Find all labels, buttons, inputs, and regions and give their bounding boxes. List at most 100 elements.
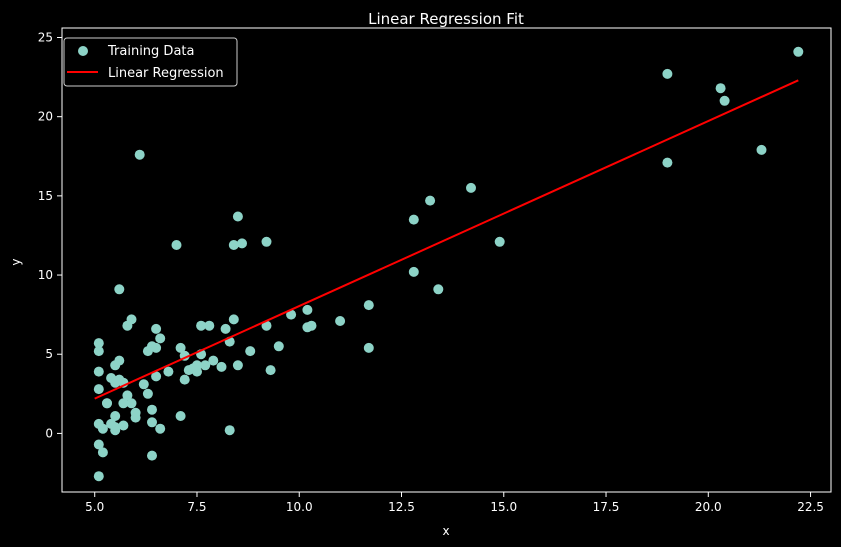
y-tick-label: 15	[38, 189, 53, 203]
x-tick-label: 22.5	[797, 500, 824, 514]
scatter-point	[118, 420, 129, 431]
x-axis-ticks: 5.0 7.5 10.0 12.5 15.0 17.5 20.0 22.5	[85, 492, 824, 514]
scatter-point	[179, 374, 190, 385]
scatter-point	[793, 46, 804, 57]
scatter-point	[265, 365, 276, 376]
scatter-point	[175, 411, 186, 421]
scatter-point	[425, 195, 436, 206]
x-tick-label: 17.5	[593, 500, 620, 514]
scatter-point	[93, 471, 104, 482]
x-tick-label: 10.0	[286, 500, 313, 514]
scatter-point	[208, 355, 219, 366]
scatter-point	[138, 379, 149, 390]
x-axis-label: x	[442, 524, 449, 538]
scatter-point	[715, 83, 726, 94]
scatter-point	[147, 417, 157, 428]
y-tick-label: 10	[38, 268, 53, 282]
scatter-point	[408, 266, 419, 277]
scatter-point	[147, 450, 157, 461]
y-tick-label: 25	[38, 31, 53, 45]
scatter-point	[183, 365, 194, 376]
scatter-point	[114, 284, 125, 295]
legend-label-linear-regression: Linear Regression	[108, 66, 224, 81]
y-tick-label: 20	[38, 110, 53, 124]
scatter-point	[147, 404, 157, 415]
y-tick-label: 5	[45, 347, 53, 361]
scatter-point	[335, 316, 346, 326]
x-tick-label: 12.5	[388, 500, 415, 514]
scatter-point	[286, 309, 297, 320]
legend-scatter-marker	[78, 46, 88, 56]
scatter-point	[93, 346, 104, 357]
scatter-point	[106, 373, 117, 383]
scatter-point	[200, 360, 211, 371]
x-tick-label: 7.5	[187, 500, 206, 514]
scatter-point	[151, 371, 162, 382]
scatter-point	[134, 149, 145, 160]
scatter-point	[142, 388, 153, 399]
scatter-point	[662, 68, 673, 79]
scatter-point	[102, 398, 112, 409]
y-axis-ticks: 0 5 10 15 20 25	[38, 31, 62, 440]
scatter-point	[237, 238, 247, 249]
scatter-point	[245, 346, 256, 357]
scatter-point	[142, 346, 153, 357]
scatter-point	[126, 398, 137, 409]
scatter-point	[93, 439, 104, 450]
scatter-point	[662, 157, 673, 168]
scatter-point	[302, 304, 313, 315]
scatter-point	[93, 418, 104, 429]
scatter-point	[363, 342, 374, 353]
scatter-point	[433, 284, 444, 295]
scatter-point	[466, 182, 476, 193]
scatter-point	[719, 95, 730, 106]
scatter-point	[216, 361, 227, 372]
scatter-point	[110, 360, 121, 371]
scatter-point	[228, 314, 239, 325]
legend-box	[63, 37, 238, 87]
scatter-point	[97, 447, 108, 458]
scatter-point	[196, 320, 207, 331]
scatter-point	[151, 323, 162, 334]
scatter-point	[228, 240, 239, 250]
scatter-point	[155, 423, 166, 434]
regression-line-layer	[94, 79, 799, 400]
scatter-point	[261, 320, 272, 331]
scatter-point	[130, 407, 141, 418]
scatter-point	[93, 384, 104, 395]
scatter-point	[118, 398, 129, 409]
legend: Training Data Linear Regression	[63, 37, 238, 87]
plot-frame	[61, 27, 832, 493]
regression-line	[94, 79, 799, 400]
scatter-point	[93, 338, 104, 349]
scatter-point	[93, 366, 104, 377]
scatter-point	[122, 390, 133, 401]
scatter-point	[273, 341, 284, 352]
scatter-point	[163, 366, 174, 377]
scatter-point	[220, 323, 231, 334]
y-axis-label: y	[9, 258, 23, 265]
scatter-point	[175, 342, 186, 353]
scatter-point	[155, 333, 166, 344]
scatter-point	[204, 320, 215, 331]
y-tick-label: 0	[45, 426, 53, 440]
scatter-point	[306, 320, 317, 331]
scatter-point	[232, 360, 243, 371]
chart-title: Linear Regression Fit	[368, 10, 524, 28]
x-tick-label: 5.0	[85, 500, 104, 514]
scatter-point	[171, 240, 182, 250]
scatter-point	[122, 320, 133, 331]
scatter-point	[363, 300, 374, 311]
scatter-point	[232, 211, 243, 222]
x-tick-label: 20.0	[695, 500, 722, 514]
x-tick-label: 15.0	[490, 500, 517, 514]
scatter-point	[756, 144, 767, 155]
scatter-point	[494, 236, 505, 247]
scatter-point	[261, 236, 272, 247]
scatter-point	[408, 214, 419, 225]
scatter-point	[224, 425, 235, 436]
scatter-point	[110, 411, 121, 421]
scatter-point	[106, 418, 117, 429]
